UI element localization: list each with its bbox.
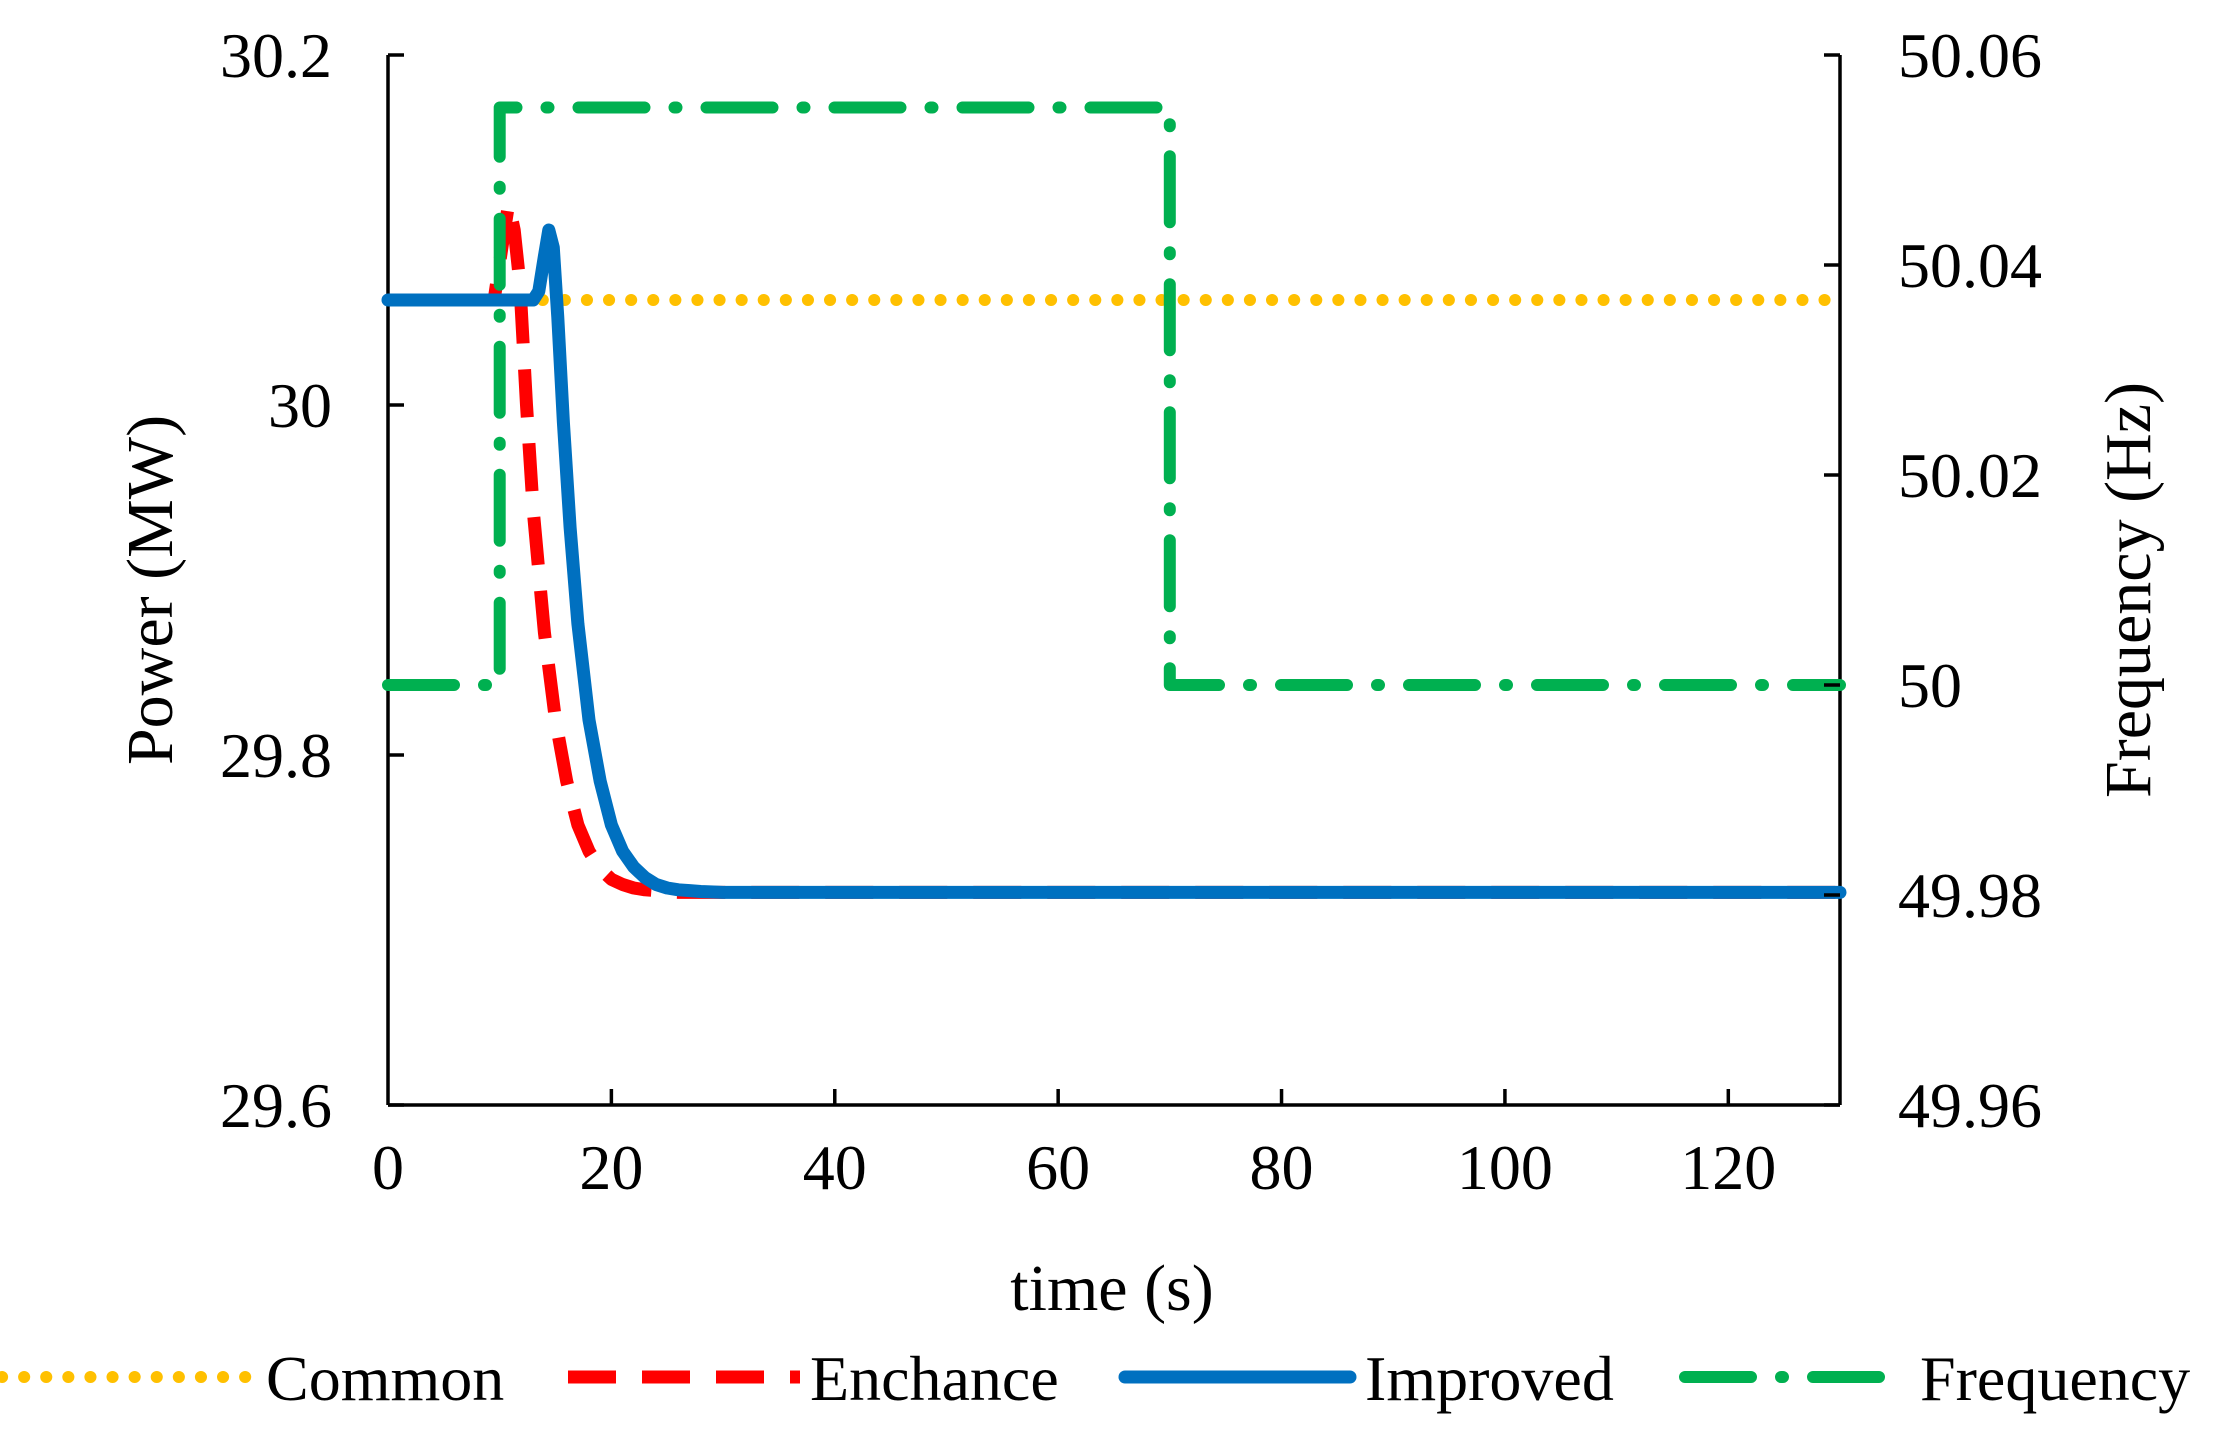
series-layer <box>381 101 1847 899</box>
y-axis-title: Power (MW) <box>114 415 187 765</box>
y-tick-label: 29.6 <box>220 1070 332 1141</box>
legend-label-improved: Improved <box>1365 1343 1614 1414</box>
y-tick-label: 30 <box>268 370 332 441</box>
y2-axis-title: Frequency (Hz) <box>2092 382 2165 798</box>
x-tick-label: 80 <box>1250 1132 1314 1203</box>
y2-tick-label: 50.02 <box>1898 440 2042 511</box>
x-tick-label: 40 <box>803 1132 867 1203</box>
legend-label-frequency: Frequency <box>1920 1343 2190 1414</box>
axes <box>386 55 1842 1107</box>
y2-tick-label: 50.04 <box>1898 230 2042 301</box>
x-tick-label: 60 <box>1026 1132 1090 1203</box>
y2-tick-label: 50.06 <box>1898 20 2042 91</box>
y2-tick-label: 49.98 <box>1898 860 2042 931</box>
x-tick-label: 0 <box>372 1132 404 1203</box>
series-line-improved <box>381 223 1847 899</box>
legend: Common Enchance Improved Frequency <box>0 1343 2190 1414</box>
y-tick-label: 30.2 <box>220 20 332 91</box>
ticks: 0 20 40 60 80 100 120 29.6 29.8 30 30.2 49.96 49.98 5… <box>220 20 2042 1203</box>
x-tick-label: 120 <box>1680 1132 1776 1203</box>
legend-label-common: Common <box>266 1343 504 1414</box>
y2-tick-label: 49.96 <box>1898 1070 2042 1141</box>
x-axis-title: time (s) <box>1010 1252 1213 1325</box>
x-tick-label: 20 <box>579 1132 643 1203</box>
legend-label-enchance: Enchance <box>810 1343 1059 1414</box>
y2-tick-label: 50 <box>1898 650 1962 721</box>
x-tick-label: 100 <box>1457 1132 1553 1203</box>
y-tick-label: 29.8 <box>220 720 332 791</box>
series-line-frequency <box>382 101 1846 691</box>
